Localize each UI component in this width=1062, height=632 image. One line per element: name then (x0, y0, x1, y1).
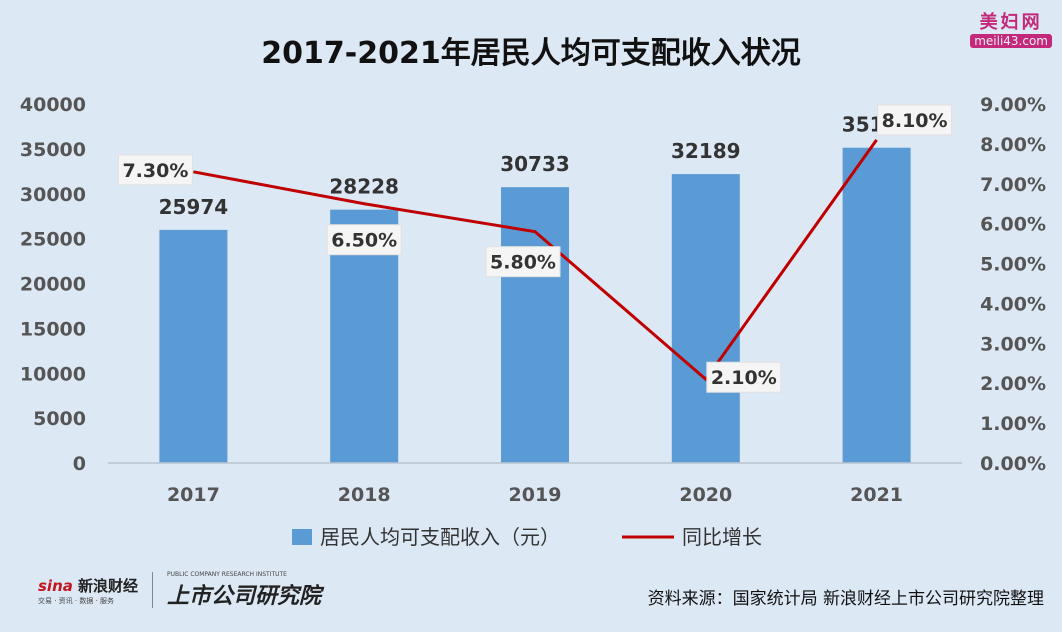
y-left-tick-label: 10000 (20, 363, 86, 385)
y-right-tick-label: 5.00% (980, 254, 1046, 276)
x-tick-label: 2017 (167, 484, 220, 506)
brand-divider (151, 572, 153, 608)
line-data-label: 6.50% (331, 230, 397, 252)
y-right-tick-label: 2.00% (980, 373, 1046, 395)
x-tick-label: 2021 (850, 484, 903, 506)
y-left-tick-label: 0 (73, 453, 86, 475)
institute-name-en: PUBLIC COMPANY RESEARCH INSTITUTE (166, 570, 287, 578)
y-left-tick-label: 35000 (20, 139, 86, 161)
bar (671, 174, 740, 463)
watermark-logo-name: 美妇网 (979, 12, 1043, 33)
x-tick-label: 2018 (338, 484, 391, 506)
footer-brand: sina 新浪财经 交易 · 资讯 · 数据 · 服务 PUBLIC COMPA… (38, 568, 321, 612)
growth-line (193, 139, 878, 382)
y-left-tick-label: 40000 (20, 94, 86, 116)
y-left-tick-label: 20000 (20, 274, 86, 296)
y-right-tick-label: 9.00% (980, 94, 1046, 116)
watermark-logo: 美妇网 meili43.com (970, 8, 1052, 48)
line-data-label: 8.10% (882, 110, 948, 132)
line-data-label-box (326, 224, 402, 256)
line-data-label-box (117, 154, 193, 186)
sina-finance-name: 新浪财经 (77, 576, 138, 595)
watermark-logo-url: meili43.com (970, 34, 1052, 48)
line-data-label-box (485, 246, 561, 278)
sina-logo-text: sina (38, 576, 73, 595)
y-right-tick-label: 8.00% (980, 134, 1046, 156)
line-data-label-box (706, 361, 782, 393)
sina-finance-tagline: 交易 · 资讯 · 数据 · 服务 (38, 596, 115, 605)
y-left-tick-label: 15000 (20, 318, 86, 340)
x-tick-label: 2019 (509, 484, 562, 506)
legend-line-label: 同比增长 (682, 525, 762, 549)
y-right-tick-label: 0.00% (980, 453, 1046, 475)
y-left-tick-label: 30000 (20, 184, 86, 206)
bar (842, 147, 911, 463)
bar-data-label: 30733 (500, 152, 570, 176)
bar-data-label: 32189 (671, 139, 741, 163)
line-data-label-box (877, 104, 953, 136)
bar-data-label: 28228 (329, 175, 399, 199)
line-data-label: 2.10% (711, 367, 777, 389)
x-tick-label: 2020 (679, 484, 732, 506)
legend-bar-swatch (292, 529, 312, 545)
bar (159, 229, 228, 463)
institute-logo: PUBLIC COMPANY RESEARCH INSTITUTE 上市公司研究… (167, 571, 321, 610)
line-data-label: 5.80% (490, 252, 556, 274)
sina-finance-logo: sina 新浪财经 交易 · 资讯 · 数据 · 服务 (38, 575, 138, 606)
y-right-tick-label: 6.00% (980, 214, 1046, 236)
bar-data-label: 25974 (159, 195, 229, 219)
institute-name: 上市公司研究院 (166, 583, 321, 609)
y-left-tick-label: 5000 (33, 408, 86, 430)
y-right-tick-label: 1.00% (980, 413, 1046, 435)
y-right-tick-label: 4.00% (980, 293, 1046, 315)
chart-title: 2017-2021年居民人均可支配收入状况 (261, 36, 801, 71)
source-note: 资料来源：国家统计局 新浪财经上市公司研究院整理 (647, 589, 1044, 609)
legend-bar-label: 居民人均可支配收入（元） (320, 525, 560, 549)
y-right-tick-label: 3.00% (980, 333, 1046, 355)
line-data-label: 7.30% (122, 160, 188, 182)
y-right-tick-label: 7.00% (980, 174, 1046, 196)
y-left-tick-label: 25000 (20, 229, 86, 251)
